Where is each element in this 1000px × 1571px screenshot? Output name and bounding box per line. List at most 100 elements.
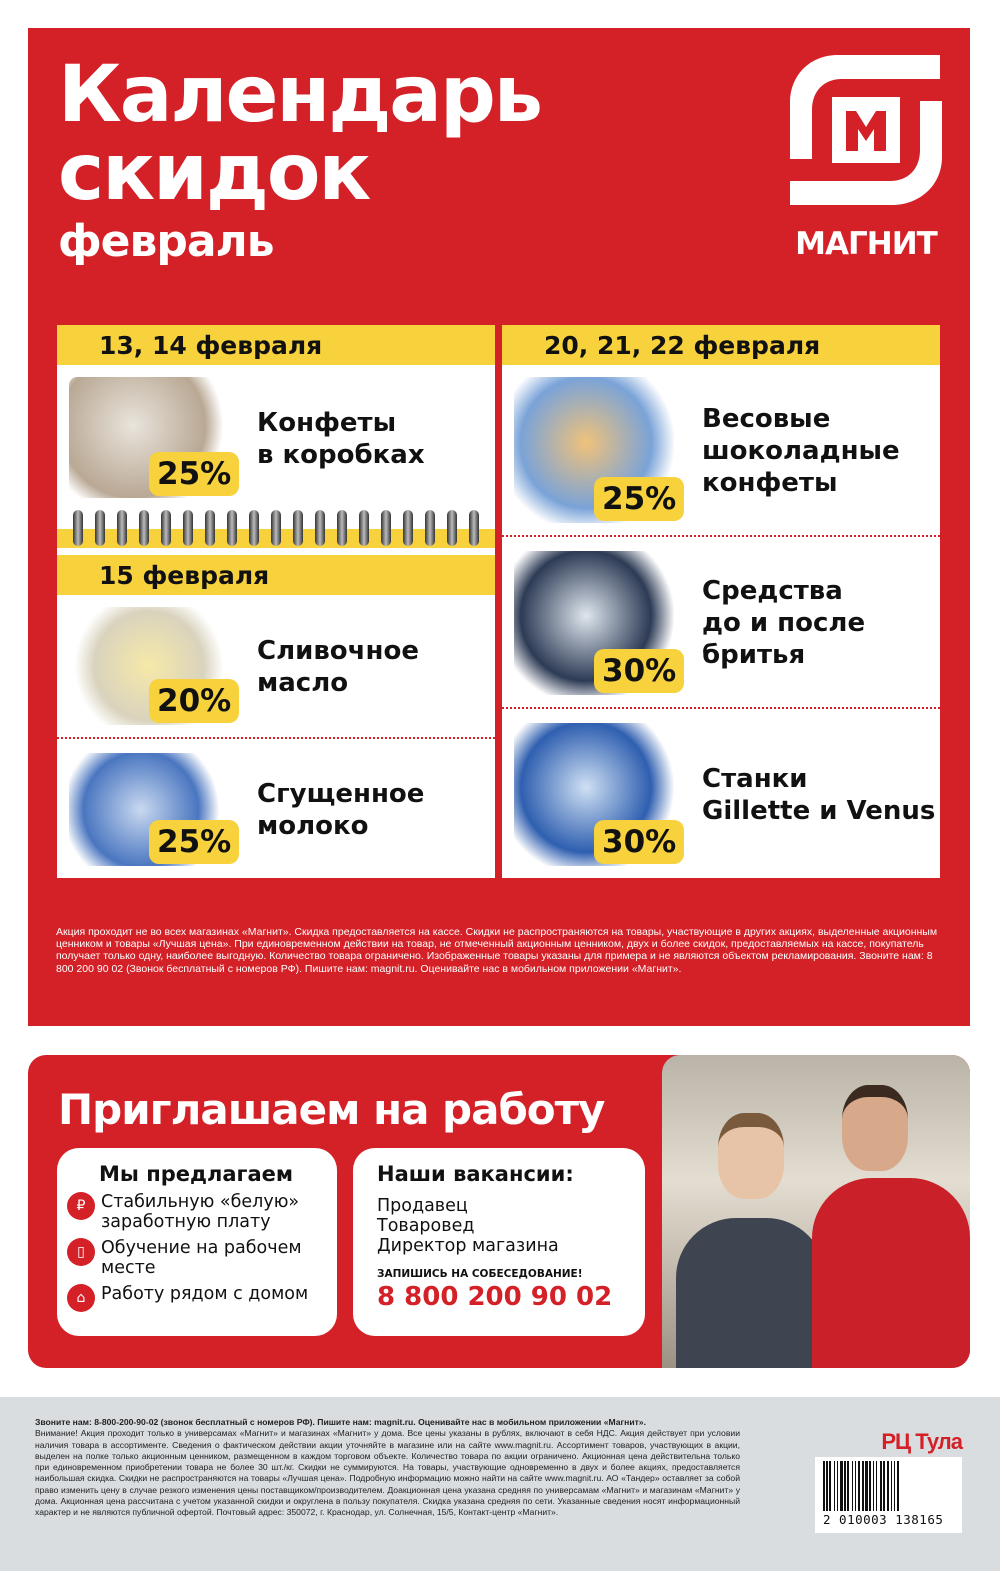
barcode-bar [881, 1461, 884, 1511]
benefit-item: ⌂ Работу рядом с домом [67, 1284, 337, 1312]
region-label: РЦ Тула [881, 1429, 963, 1454]
barcode-bar [860, 1461, 863, 1511]
barcode-bar [836, 1461, 839, 1511]
barcode-bar [853, 1461, 855, 1511]
discount-badge: 25% [149, 452, 240, 496]
product-name: в коробках [257, 440, 425, 470]
barcode-bar [848, 1461, 852, 1511]
vacancy-item: Товаровед [377, 1216, 475, 1236]
discount-badge: 30% [594, 820, 685, 864]
book-icon: ▯ [67, 1238, 95, 1266]
spiral-ring [359, 510, 369, 546]
product-name: масло [257, 668, 349, 698]
spiral-ring [95, 510, 105, 546]
spiral-ring [161, 510, 171, 546]
product-name: Сливочное [257, 636, 419, 666]
barcode-bar [826, 1461, 828, 1511]
right-promo-card: 20, 21, 22 февраля 25% Весовые шоколадные… [502, 325, 940, 878]
spiral-ring [205, 510, 215, 546]
jobs-title: Приглашаем на работу [58, 1085, 605, 1134]
barcode-bar [895, 1461, 897, 1511]
brand-name: МАГНИТ [795, 226, 938, 262]
vacancies-heading: Наши вакансии: [377, 1162, 574, 1186]
barcode-bar [839, 1461, 843, 1511]
spiral-ring [447, 510, 457, 546]
product-name: Конфеты [257, 408, 397, 438]
barcode-bars [823, 1461, 954, 1511]
promo-item: 20% Сливочное масло [57, 595, 495, 739]
barcode-bar [883, 1461, 885, 1511]
barcode-bar [851, 1461, 854, 1511]
spiral-ring [271, 510, 281, 546]
spiral-ring [403, 510, 413, 546]
left-promo-card: 13, 14 февраля 25% Конфеты в коробках 15 … [57, 325, 495, 878]
barcode-bar [829, 1461, 831, 1511]
month-label: февраль [58, 216, 275, 267]
discount-badge: 20% [149, 679, 240, 723]
spiral-ring [117, 510, 127, 546]
benefit-item: ₽ Стабильную «белую» заработную плату [67, 1192, 337, 1232]
offer-heading: Мы предлагаем [99, 1162, 294, 1186]
spiral-ring [469, 510, 479, 546]
vacancy-item: Продавец [377, 1196, 468, 1216]
barcode-bar [869, 1461, 872, 1511]
phone-number[interactable]: 8 800 200 90 02 [377, 1282, 613, 1312]
product-name: шоколадные [702, 436, 900, 466]
promo-item: 30% Средства до и после бритья [502, 539, 940, 709]
barcode-bar [893, 1461, 896, 1511]
spiral-ring [249, 510, 259, 546]
date-header: 13, 14 февраля [57, 325, 495, 365]
legal-text: Звоните нам: 8-800-200-90-02 (звонок бес… [35, 1417, 740, 1518]
barcode: 2 010003 138165 [815, 1457, 962, 1533]
spiral-ring [183, 510, 193, 546]
barcode-bar [877, 1461, 880, 1511]
product-name: до и после [702, 608, 866, 638]
product-name: Средства [702, 576, 843, 606]
spiral-ring [337, 510, 347, 546]
spiral-ring [381, 510, 391, 546]
barcode-bar [830, 1461, 834, 1511]
barcode-bar [880, 1461, 882, 1511]
discount-badge: 30% [594, 649, 685, 693]
barcode-bar [824, 1461, 827, 1511]
footer: Звоните нам: 8-800-200-90-02 (звонок бес… [0, 1397, 1000, 1571]
spiral-ring [315, 510, 325, 546]
barcode-bar [884, 1461, 888, 1511]
barcode-bar [890, 1461, 893, 1511]
offer-card: Мы предлагаем ₽ Стабильную «белую» зарабо… [57, 1148, 337, 1336]
barcode-bar [842, 1461, 845, 1511]
promo-item: 30% Станки Gillette и Venus [502, 711, 940, 878]
product-name: Станки [702, 764, 808, 794]
spiral-ring [293, 510, 303, 546]
product-name: конфеты [702, 468, 838, 498]
barcode-bar [887, 1461, 889, 1511]
disclaimer-text: Акция проходит не во всех магазинах «Маг… [56, 926, 938, 975]
product-name: Весовые [702, 404, 831, 434]
barcode-bar [888, 1461, 891, 1511]
vacancies-card: Наши вакансии: Продавец Товаровед Директ… [353, 1148, 645, 1336]
barcode-bar [838, 1461, 840, 1511]
barcode-bar [872, 1461, 875, 1511]
barcode-bar [844, 1461, 846, 1511]
product-name: Сгущенное [257, 779, 425, 809]
discount-badge: 25% [149, 820, 240, 864]
magnit-logo-icon [790, 55, 942, 205]
barcode-bar [845, 1461, 848, 1511]
barcode-bar [833, 1461, 836, 1511]
barcode-bar [835, 1461, 837, 1511]
barcode-bar [896, 1461, 899, 1511]
promo-item: 25% Сгущенное молоко [57, 741, 495, 878]
barcode-bar [854, 1461, 857, 1511]
employee-man [812, 1178, 970, 1368]
spiral-ring [139, 510, 149, 546]
spiral-ring [227, 510, 237, 546]
barcode-bar [867, 1461, 870, 1511]
promo-item: 25% Конфеты в коробках [57, 365, 495, 510]
product-name: бритья [702, 640, 806, 670]
page-title-line1: Календарь [58, 50, 543, 140]
jobs-banner: Приглашаем на работу Мы предлагаем ₽ Стаб… [28, 1055, 970, 1368]
barcode-bar [874, 1461, 876, 1511]
employees-photo [662, 1055, 970, 1368]
page-title-line2: скидок [58, 128, 371, 218]
product-name: Gillette и Venus [702, 796, 936, 826]
